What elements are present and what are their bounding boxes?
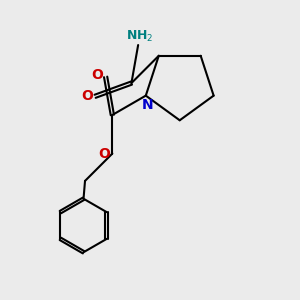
Text: O: O <box>92 68 103 83</box>
Text: O: O <box>98 147 110 160</box>
Text: O: O <box>81 89 93 103</box>
Text: N: N <box>142 98 153 112</box>
Text: NH$_2$: NH$_2$ <box>126 28 153 44</box>
